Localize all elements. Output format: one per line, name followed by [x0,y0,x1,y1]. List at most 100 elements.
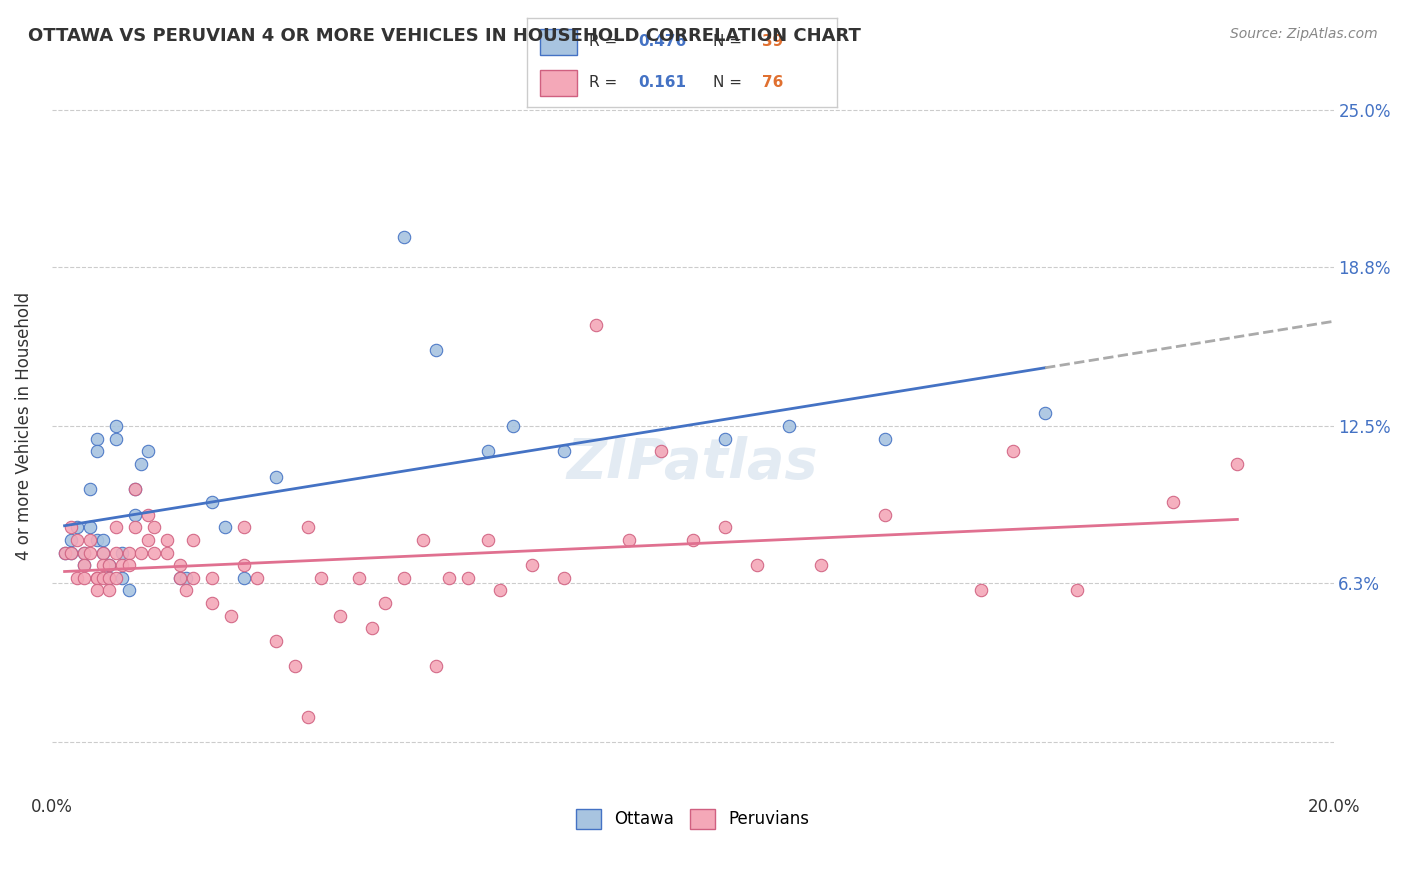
Point [553,571,575,585]
Point [1226,457,1249,471]
Point [309,571,332,585]
Text: 0.161: 0.161 [638,76,686,90]
Point [246,571,269,585]
Point [176,571,198,585]
Point [98,558,121,573]
Point [297,710,319,724]
Point [970,583,993,598]
Point [111,571,134,585]
Point [91,545,114,559]
Point [98,583,121,598]
Point [104,520,127,534]
Point [118,583,141,598]
Point [394,571,416,585]
Point [143,545,166,559]
Point [118,558,141,573]
Point [98,571,121,585]
Point [1033,407,1056,421]
Point [264,469,287,483]
Point [394,229,416,244]
Point [66,571,89,585]
Point [214,520,236,534]
Point [176,583,198,598]
Point [111,545,134,559]
Point [778,419,800,434]
Point [502,419,524,434]
Point [457,571,479,585]
Point [201,571,224,585]
Point [86,571,108,585]
Point [98,571,121,585]
FancyBboxPatch shape [540,29,576,55]
Y-axis label: 4 or more Vehicles in Household: 4 or more Vehicles in Household [15,292,32,560]
Point [79,520,101,534]
Text: Source: ZipAtlas.com: Source: ZipAtlas.com [1230,27,1378,41]
FancyBboxPatch shape [540,70,576,96]
Point [617,533,640,547]
Point [873,432,896,446]
Point [91,533,114,547]
Point [79,533,101,547]
Point [86,571,108,585]
Point [104,571,127,585]
Point [131,545,153,559]
Point [73,571,96,585]
Point [59,533,82,547]
Point [118,545,141,559]
Point [745,558,768,573]
Point [522,558,544,573]
Point [1066,583,1088,598]
Point [489,583,512,598]
Point [329,608,352,623]
Point [412,533,434,547]
Point [349,571,371,585]
Point [73,545,96,559]
Point [136,444,159,458]
Point [124,483,146,497]
Point [181,571,204,585]
Text: 0.476: 0.476 [638,35,688,49]
Point [713,520,735,534]
Point [131,457,153,471]
Text: R =: R = [589,35,623,49]
Point [104,432,127,446]
Point [585,318,607,332]
Point [1161,495,1184,509]
Point [284,659,307,673]
Point [201,596,224,610]
Legend: Ottawa, Peruvians: Ottawa, Peruvians [569,802,817,836]
Point [233,520,256,534]
Point [79,483,101,497]
Point [650,444,672,458]
Point [297,520,319,534]
Point [374,596,396,610]
Text: 76: 76 [762,76,783,90]
Point [86,444,108,458]
Point [66,520,89,534]
Point [91,571,114,585]
Point [124,520,146,534]
Point [233,558,256,573]
Point [201,495,224,509]
Point [682,533,704,547]
Text: R =: R = [589,76,627,90]
Point [219,608,242,623]
Point [59,545,82,559]
Text: 39: 39 [762,35,783,49]
Point [53,545,76,559]
Point [73,545,96,559]
Point [156,533,179,547]
Point [124,508,146,522]
Point [169,571,191,585]
Text: ZIPatlas: ZIPatlas [567,436,818,490]
Point [53,545,76,559]
Point [59,545,82,559]
Point [86,533,108,547]
Point [1002,444,1025,458]
Point [553,444,575,458]
Text: OTTAWA VS PERUVIAN 4 OR MORE VEHICLES IN HOUSEHOLD CORRELATION CHART: OTTAWA VS PERUVIAN 4 OR MORE VEHICLES IN… [28,27,860,45]
Point [169,558,191,573]
Point [111,558,134,573]
Text: N =: N = [713,76,747,90]
Point [425,343,447,358]
